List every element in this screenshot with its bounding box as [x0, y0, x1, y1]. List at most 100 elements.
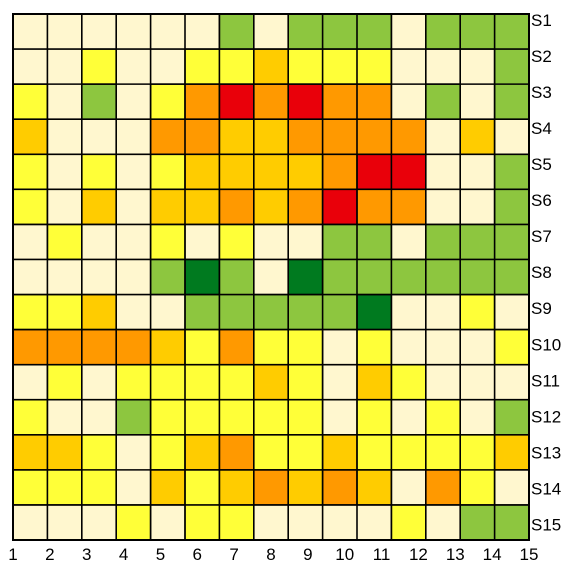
- heatmap-cell: [494, 434, 530, 471]
- heatmap-cell: [253, 259, 289, 296]
- heatmap-cell: [253, 329, 289, 366]
- heatmap-cell: [288, 469, 324, 506]
- heatmap-cell: [47, 329, 83, 366]
- heatmap-cell: [253, 84, 289, 120]
- heatmap-cell: [288, 189, 324, 225]
- heatmap-cell: [219, 154, 255, 190]
- x-tick-label: 4: [119, 545, 128, 564]
- heatmap-cell: [322, 469, 358, 506]
- heatmap-cell: [288, 14, 324, 50]
- heatmap-cell: [47, 294, 83, 331]
- heatmap-cell: [116, 259, 152, 296]
- heatmap-cell: [391, 119, 427, 155]
- heatmap-cell: [47, 119, 83, 155]
- heatmap-cell: [150, 364, 186, 401]
- heatmap-cell: [357, 434, 392, 471]
- y-tick-label: S5: [531, 155, 552, 174]
- heatmap-cell: [116, 84, 152, 120]
- heatmap-cell: [425, 434, 461, 471]
- heatmap-cell: [357, 14, 392, 50]
- heatmap-cell: [116, 189, 152, 225]
- heatmap-cell: [116, 434, 152, 471]
- heatmap-cell: [81, 49, 117, 85]
- heatmap-cell: [494, 49, 530, 85]
- heatmap-cell: [253, 364, 289, 401]
- heatmap-cell: [391, 469, 427, 506]
- heatmap-cell: [116, 154, 152, 190]
- heatmap-cell: [391, 294, 427, 331]
- heatmap-cell: [13, 84, 48, 120]
- heatmap-cell: [116, 364, 152, 401]
- heatmap-cell: [150, 434, 186, 471]
- heatmap-cell: [81, 364, 117, 401]
- plot-frame: [12, 13, 530, 541]
- x-tick-label: 1: [8, 545, 17, 564]
- heatmap-cell: [185, 469, 220, 506]
- heatmap-cell: [150, 49, 186, 85]
- y-tick-label: S3: [531, 83, 552, 102]
- heatmap-cell: [391, 504, 427, 541]
- heatmap-cell: [81, 469, 117, 506]
- heatmap-cell: [253, 294, 289, 331]
- heatmap-cell: [391, 434, 427, 471]
- heatmap-cell: [425, 119, 461, 155]
- heatmap-cell: [116, 469, 152, 506]
- heatmap-cell: [47, 49, 83, 85]
- heatmap-cell: [185, 119, 220, 155]
- y-tick-label: S1: [531, 11, 552, 30]
- heatmap-cell: [322, 504, 358, 541]
- heatmap-cell: [253, 119, 289, 155]
- heatmap-cell: [47, 154, 83, 190]
- heatmap-cell: [425, 14, 461, 50]
- heatmap-cell: [391, 224, 427, 260]
- x-tick-label: 8: [266, 545, 275, 564]
- heatmap-cell: [150, 84, 186, 120]
- heatmap-cell: [288, 399, 324, 436]
- heatmap-cell: [185, 294, 220, 331]
- heatmap-cell: [322, 434, 358, 471]
- y-tick-label: S4: [531, 119, 552, 138]
- x-tick-label: 12: [409, 545, 428, 564]
- heatmap-cell: [81, 504, 117, 541]
- heatmap-cell: [185, 504, 220, 541]
- heatmap-cell: [288, 119, 324, 155]
- x-tick-label: 7: [229, 545, 238, 564]
- heatmap-cell: [219, 504, 255, 541]
- heatmap-cell: [253, 189, 289, 225]
- heatmap-cell: [357, 84, 392, 120]
- heatmap-cell: [288, 154, 324, 190]
- heatmap-cell: [391, 329, 427, 366]
- heatmap-cell: [81, 189, 117, 225]
- heatmap-cell: [391, 399, 427, 436]
- heatmap-cell: [425, 399, 461, 436]
- heatmap-cell: [288, 504, 324, 541]
- heatmap-cell: [116, 49, 152, 85]
- heatmap-cell: [185, 49, 220, 85]
- heatmap-cell: [116, 504, 152, 541]
- heatmap-cell: [81, 84, 117, 120]
- heatmap-cell: [322, 259, 358, 296]
- heatmap-cell: [116, 329, 152, 366]
- heatmap-cell: [322, 119, 358, 155]
- heatmap-cell: [13, 14, 48, 50]
- heatmap-cell: [185, 259, 220, 296]
- heatmap-cell: [13, 364, 48, 401]
- heatmap-cell: [460, 259, 496, 296]
- heatmap-cell: [357, 119, 392, 155]
- x-tick-label: 3: [82, 545, 91, 564]
- heatmap-cell: [494, 399, 530, 436]
- heatmap-cell: [150, 399, 186, 436]
- heatmap-cell: [460, 294, 496, 331]
- heatmap-cell: [425, 259, 461, 296]
- heatmap-cell: [494, 259, 530, 296]
- heatmap-cell: [494, 329, 530, 366]
- heatmap-cell: [185, 84, 220, 120]
- heatmap-cell: [150, 469, 186, 506]
- heatmap-cell: [13, 259, 48, 296]
- heatmap-cell: [322, 49, 358, 85]
- heatmap-cell: [13, 119, 48, 155]
- heatmap-cell: [288, 329, 324, 366]
- heatmap-cell: [391, 49, 427, 85]
- heatmap-cell: [460, 224, 496, 260]
- heatmap-cell: [253, 154, 289, 190]
